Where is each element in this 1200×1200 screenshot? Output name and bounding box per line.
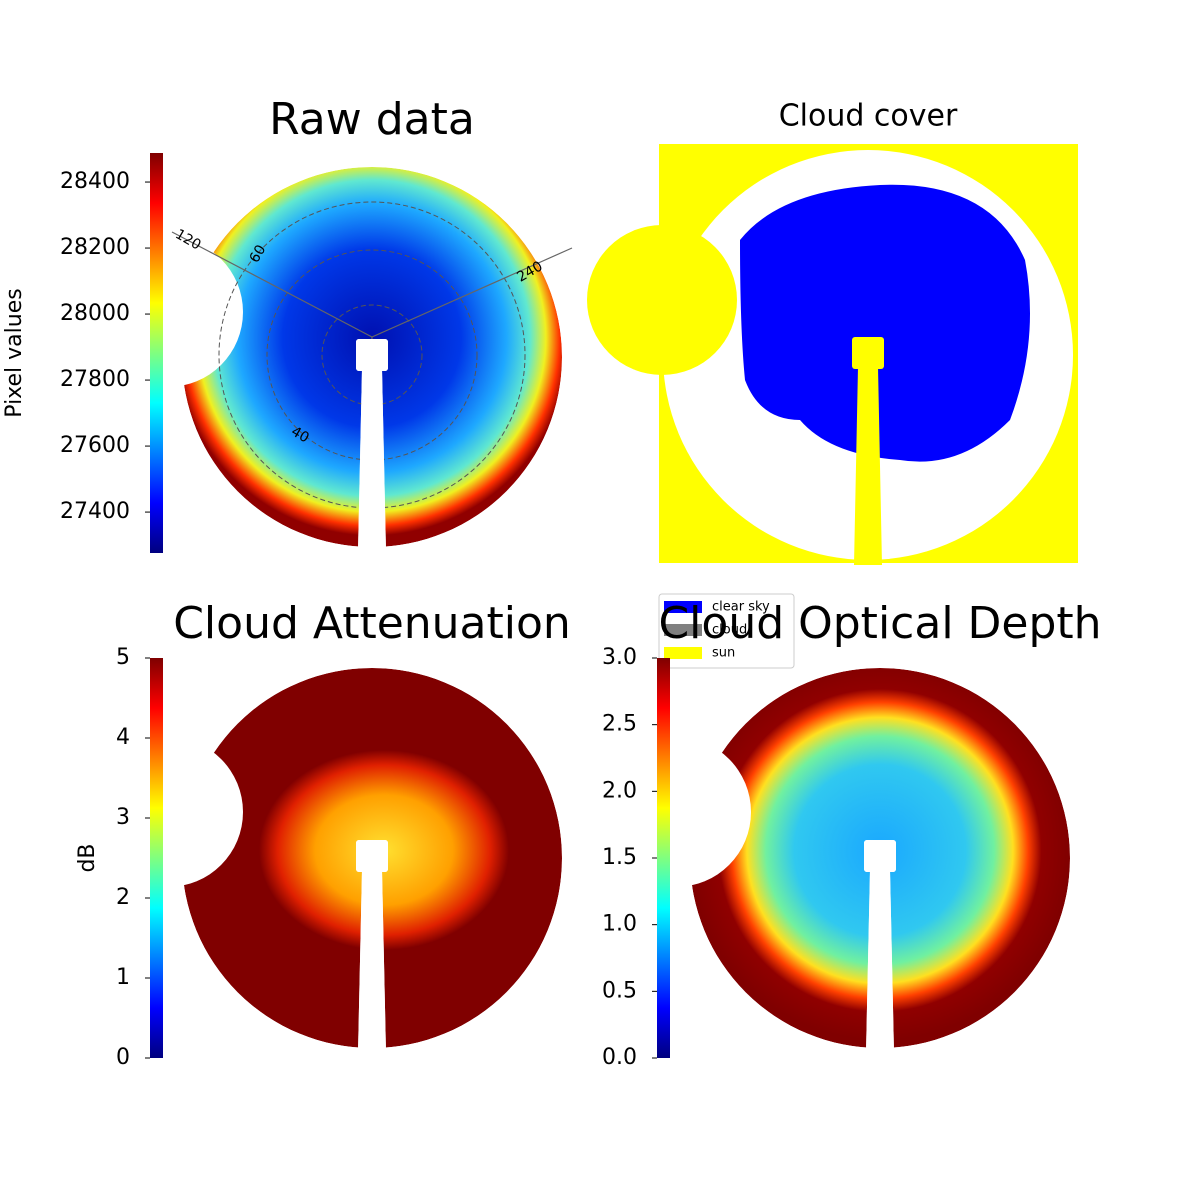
annotation: 60 (247, 242, 270, 265)
panel: Raw data 27400 27600 27800 28000 28200 28400 Pi… (2, 94, 573, 553)
tick-label: 0 (116, 1045, 130, 1070)
colorbar (657, 658, 670, 1058)
tick-label: 2.0 (602, 778, 637, 803)
tick-label: 3.0 (602, 645, 637, 670)
tick-label: 27600 (60, 433, 130, 458)
tick-label: 2.5 (602, 712, 637, 737)
panels: Raw data 27400 27600 27800 28000 28200 28400 Pi… (2, 94, 1102, 1070)
grid-spoke (371, 247, 573, 338)
tick-label: 27800 (60, 367, 130, 392)
clear-sky-region (740, 184, 1030, 462)
tick-label: 28400 (60, 169, 130, 194)
legend-label: sun (712, 646, 735, 661)
legend-label: cloud (712, 623, 747, 638)
legend-swatch (664, 624, 702, 636)
panel: Cloud Attenuation 0 1 2 3 4 5 dB (75, 598, 571, 1070)
panel: Cloud Optical Depth 0.0 0.5 1.0 1.5 2.0 2.5 3.0 (602, 598, 1102, 1070)
panel: Cloud cover clear sky cloud sun (587, 99, 1078, 669)
horizon-cut (587, 225, 737, 375)
tick-label: 1 (116, 965, 130, 990)
tick-label: 0.0 (602, 1045, 637, 1070)
grid-circle (321, 304, 423, 406)
tick-label: 28200 (60, 235, 130, 260)
legend-swatch (664, 601, 702, 613)
tick-label: 3 (116, 805, 130, 830)
panel-title: Cloud Attenuation (173, 598, 571, 649)
tick-label: 28000 (60, 301, 130, 326)
annotation: 120 (172, 226, 203, 253)
panel-title: Raw data (269, 94, 475, 145)
legend-swatch (664, 647, 702, 659)
annotation: 40 (288, 424, 311, 447)
colorbar (150, 153, 163, 553)
panel-title: Cloud Optical Depth (658, 598, 1101, 649)
axis-label: Pixel values (2, 288, 27, 417)
tick-label: 0.5 (602, 978, 637, 1003)
tick-label: 4 (116, 725, 130, 750)
tick-label: 1.0 (602, 912, 637, 937)
panel-title: Cloud cover (779, 99, 958, 134)
grid-spoke (171, 231, 373, 338)
tick-label: 27400 (60, 499, 130, 524)
colorbar (150, 658, 163, 1058)
legend-label: clear sky (712, 600, 770, 615)
tick-label: 5 (116, 645, 130, 670)
tick-label: 1.5 (602, 845, 637, 870)
axis-label: dB (75, 843, 100, 872)
tick-label: 2 (116, 885, 130, 910)
